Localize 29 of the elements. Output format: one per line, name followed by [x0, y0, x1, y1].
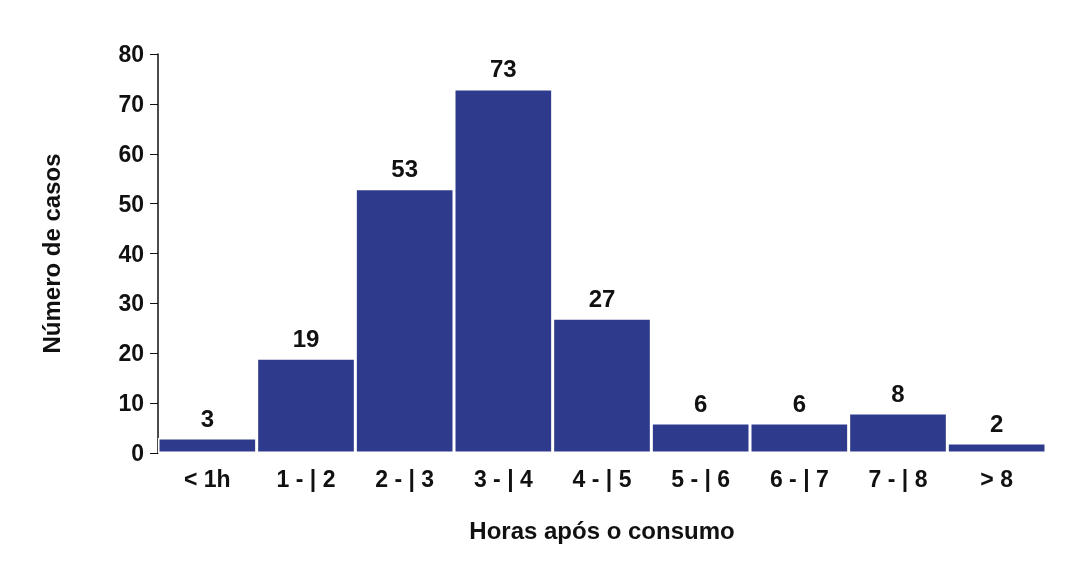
y-axis-title: Número de casos	[37, 153, 65, 354]
data-label: 6	[792, 389, 807, 417]
y-tick-label: 20	[118, 340, 144, 367]
x-tick-label: 7 - | 8	[868, 465, 928, 492]
data-label: 19	[292, 324, 320, 352]
data-label: 3	[200, 404, 215, 432]
data-label: 27	[588, 284, 616, 312]
data-label: 6	[693, 389, 708, 417]
y-tick-label: 40	[118, 240, 144, 267]
y-tick-label: 70	[118, 90, 144, 117]
data-label: 73	[489, 55, 517, 83]
data-label: 53	[391, 155, 419, 183]
data-label: 8	[891, 379, 905, 407]
x-tick-label: 1 - | 2	[276, 465, 336, 492]
data-label: 2	[989, 409, 1004, 437]
x-tick-label: 4 - | 5	[572, 465, 632, 492]
y-tick-label: 60	[118, 140, 144, 167]
y-tick-label: 10	[118, 390, 144, 417]
y-tick-label: 50	[118, 190, 144, 217]
x-tick-label: 6 - | 7	[769, 465, 829, 492]
x-tick-label: > 8	[980, 465, 1014, 492]
x-axis-title: Horas após o consumo	[469, 516, 735, 544]
x-tick-label: 5 - | 6	[671, 465, 731, 492]
y-tick-label: 0	[131, 440, 144, 466]
x-tick-label: 3 - | 4	[473, 465, 533, 492]
y-tick-label: 80	[118, 41, 144, 67]
y-tick-label: 30	[118, 290, 144, 317]
x-tick-label: < 1h	[184, 465, 231, 492]
x-tick-label: 2 - | 3	[375, 465, 435, 492]
